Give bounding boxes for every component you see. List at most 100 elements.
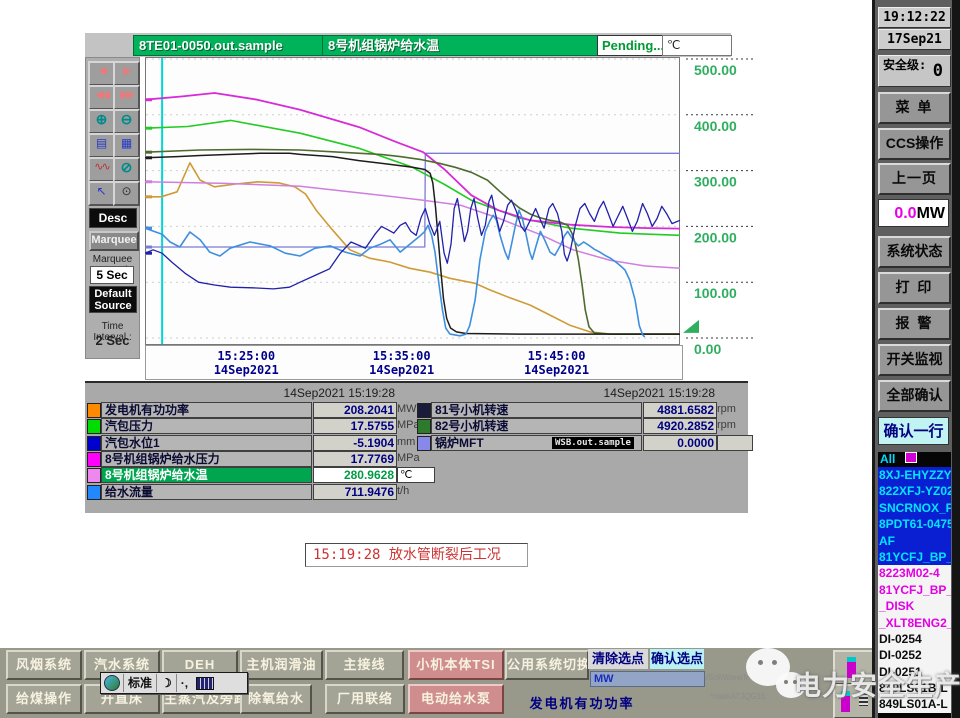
alarm-item[interactable]: 81YCFJ_BP_ (878, 581, 951, 599)
window-view-icon[interactable]: ▤ (88, 133, 115, 158)
alarm-item[interactable]: DI-0254 (878, 630, 951, 648)
list-tool-button[interactable] (833, 684, 875, 718)
alarm-item[interactable]: DI-0251 (878, 663, 951, 681)
point-id-tag[interactable]: 8TE01-0050.out.sample (133, 35, 324, 56)
trend-plot[interactable]: 500.00 400.00 300.00 200.00 100.00 0.00 (145, 57, 757, 359)
desc-button[interactable]: Desc (89, 208, 137, 228)
legend-row[interactable]: 汽包水位1 -5.1904 mm (87, 434, 437, 451)
menu-button[interactable]: 菜 单 (878, 92, 951, 124)
ime-mode-label[interactable]: 标准 (123, 674, 156, 692)
series-name: 锅炉MFT WSB.out.sample (431, 434, 642, 451)
system-menu-button[interactable]: 厂用联络 (325, 684, 405, 714)
clear-points-button[interactable]: 清除选点 (588, 649, 648, 669)
series-value: 17.7769 (313, 450, 397, 467)
alarm-filter-icon[interactable] (905, 452, 918, 463)
marquee-button[interactable]: Marquee (89, 231, 139, 251)
alarm-button[interactable]: 报 警 (878, 308, 951, 340)
series-value: 208.2041 (313, 402, 397, 418)
step-forward-button[interactable]: ▶ (113, 61, 140, 86)
ack-all-button[interactable]: 全部确认 (878, 380, 951, 412)
x-tick-label: 15:45:00 14Sep2021 (524, 349, 590, 378)
alarm-item[interactable]: DI-0252 (878, 647, 951, 664)
ime-halfwidth-icon[interactable]: ☽ (156, 674, 176, 692)
alarm-filter-bar[interactable]: All (878, 452, 951, 467)
series-color-swatch (87, 451, 101, 467)
legend-row[interactable]: 发电机有功功率 208.2041 MW (87, 402, 437, 418)
prev-page-button[interactable]: 上一页 (878, 163, 951, 195)
mw-readout: 0.0MW (878, 199, 949, 227)
zoom-out-icon[interactable]: ⊖ (113, 109, 140, 134)
legend-row[interactable]: 汽包压力 17.5755 MPa (87, 418, 437, 435)
ack-line-button[interactable]: 确认一行 (878, 417, 949, 445)
alarm-item[interactable]: 849LS01A-L (878, 696, 951, 713)
trend-tool-button[interactable] (833, 650, 875, 685)
legend-row[interactable]: 给水流量 711.9476 t/h (87, 483, 437, 500)
alarm-item[interactable]: 81YCFJ_BP_ (878, 548, 951, 566)
common-switch-button[interactable]: 公用系统切换 (505, 650, 589, 680)
ccs-operate-button[interactable]: CCS操作 (878, 128, 951, 160)
alarm-item[interactable]: 8XJ-EHYZZY (878, 467, 951, 484)
series-value: 17.5755 (313, 418, 397, 435)
system-menu-button[interactable]: 给煤操作 (6, 684, 82, 714)
series-color-swatch (417, 403, 431, 418)
right-sidebar: 19:12:22 17Sep21 安全级: 0 菜 单 CCS操作 上一页 0.… (872, 0, 952, 718)
legend-row[interactable]: 82号小机转速 4920.2852 rpm (417, 418, 767, 435)
disable-icon[interactable]: ⊘ (113, 157, 140, 182)
alarm-item[interactable]: 8PDT61-0475 (878, 516, 951, 533)
ime-logo-icon[interactable] (104, 675, 120, 691)
alarm-item[interactable]: 849LS01B-L (878, 680, 951, 697)
alarm-item[interactable]: _DISK (878, 598, 951, 615)
zoom-in-icon[interactable]: ⊕ (88, 109, 115, 134)
ime-keyboard-icon[interactable] (196, 676, 215, 690)
legend-row[interactable]: 81号小机转速 4881.6582 rpm (417, 402, 767, 418)
ime-toolbar[interactable]: 标准 ☽ ·, (100, 672, 248, 694)
cursor-select-icon[interactable]: ↖ (88, 181, 115, 206)
print-button[interactable]: 打 印 (878, 272, 951, 304)
switch-monitor-button[interactable]: 开关监视 (878, 344, 951, 376)
step-back-button[interactable]: ◀ (88, 61, 115, 86)
cursor-circle-icon[interactable]: ⊙ (113, 181, 140, 206)
clock-time: 19:12:22 (878, 7, 951, 28)
legend-row[interactable]: 锅炉MFT WSB.out.sample 0.0000 (417, 434, 767, 451)
system-menu-button[interactable]: 主机润滑油 (240, 650, 323, 680)
alarm-item[interactable]: 822XFJ-YZ02 (878, 483, 951, 500)
grid-view-icon[interactable]: ▦ (113, 133, 140, 158)
series-name: 汽包压力 (101, 418, 312, 435)
series-unit: MPa (397, 419, 420, 432)
power-label: 发电机有功功率 (529, 696, 635, 711)
alarm-item[interactable]: _XLT8ENG2_ (878, 614, 951, 631)
legend-row[interactable]: 8号机组锅炉给水温 280.9628 ℃ (87, 467, 437, 484)
trend-curve (145, 119, 681, 237)
mw-unit: MW (916, 205, 945, 222)
point-desc-tag[interactable]: 8号机组锅炉给水温 (322, 35, 600, 56)
system-menu-button[interactable]: 主接线 (325, 650, 404, 680)
trend-curve (145, 194, 681, 290)
alarm-item[interactable]: AF (878, 532, 951, 549)
page-forward-button[interactable]: ▶▶ (113, 85, 140, 110)
ime-punct-icon[interactable]: ·, (175, 674, 192, 692)
series-name: 发电机有功功率 (101, 402, 312, 418)
main-path-text: *mainATJQG15 (710, 692, 766, 701)
series-value: -5.1904 (313, 434, 397, 451)
security-level-box: 安全级: 0 (878, 55, 951, 87)
system-menu-button[interactable]: 小机本体TSI (408, 650, 504, 680)
page-back-button[interactable]: ◀◀ (88, 85, 115, 110)
system-menu-button[interactable]: 电动给水泵 (408, 684, 504, 714)
alarm-item[interactable]: 8223M02-4 (878, 565, 951, 582)
point-tooltip: WSB.out.sample (552, 436, 634, 449)
system-menu-button[interactable]: 除氧给水 (240, 684, 312, 714)
time-interval-label: Time Interval : (93, 321, 132, 343)
default-source-button[interactable]: Default Source (89, 286, 137, 313)
system-status-button[interactable]: 系统状态 (878, 236, 951, 268)
series-color-swatch (417, 435, 431, 451)
y-tick-label: 100.00 (694, 285, 737, 301)
mw-value: 0.0 (894, 205, 917, 222)
confirm-points-button[interactable]: 确认选点 (650, 649, 704, 669)
alarm-item[interactable]: SNCRNOX_F (878, 499, 951, 517)
series-color-swatch (87, 403, 101, 418)
marquee-interval-value[interactable]: 5 Sec (90, 266, 134, 284)
system-menu-button[interactable]: 风烟系统 (6, 650, 82, 680)
legend-row[interactable]: 8号机组锅炉给水压力 17.7769 MPa (87, 450, 437, 467)
trend-pen-icon[interactable]: ∿∿ (88, 157, 115, 182)
unit-dropdown[interactable]: MW (590, 671, 705, 687)
